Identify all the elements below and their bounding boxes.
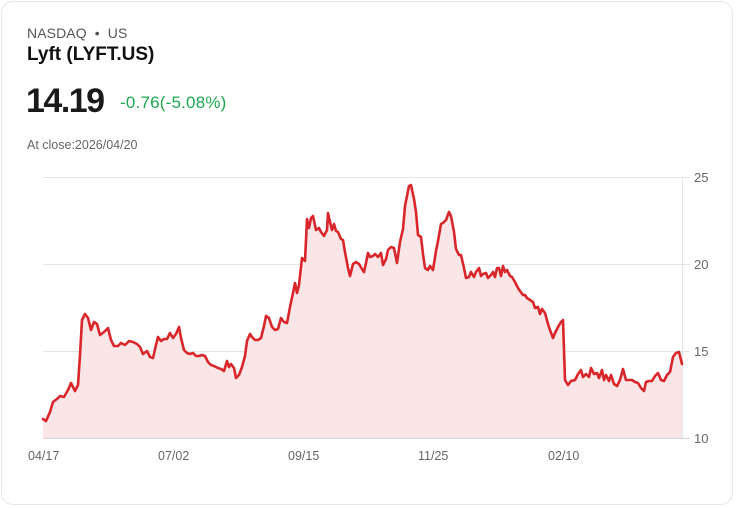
stock-title: Lyft (LYFT.US) — [27, 44, 155, 65]
x-tick-0210: 02/10 — [548, 449, 579, 463]
x-axis-labels: 04/17 07/02 09/15 11/25 02/10 — [28, 449, 579, 463]
current-price: 14.19 — [26, 82, 105, 120]
region-label: US — [107, 25, 128, 41]
exchange-name: NASDAQ — [27, 25, 87, 41]
separator-dot: • — [94, 25, 100, 41]
y-axis-labels: 25 20 15 10 — [694, 170, 708, 446]
price-change: -0.76(-5.08%) — [120, 93, 227, 112]
price-area-fill — [43, 185, 682, 438]
exchange-line: NASDAQ • US — [27, 25, 127, 41]
y-tick-15: 15 — [694, 344, 708, 359]
close-timestamp: At close:2026/04/20 — [27, 138, 138, 152]
x-tick-0417: 04/17 — [28, 449, 59, 463]
y-tick-10: 10 — [694, 431, 708, 446]
price-line[interactable] — [41, 183, 684, 423]
x-tick-0915: 09/15 — [288, 449, 319, 463]
x-tick-1125: 11/25 — [418, 449, 448, 463]
y-tick-25: 25 — [694, 170, 708, 185]
x-tick-0702: 07/02 — [158, 449, 189, 463]
y-tick-20: 20 — [694, 257, 708, 272]
